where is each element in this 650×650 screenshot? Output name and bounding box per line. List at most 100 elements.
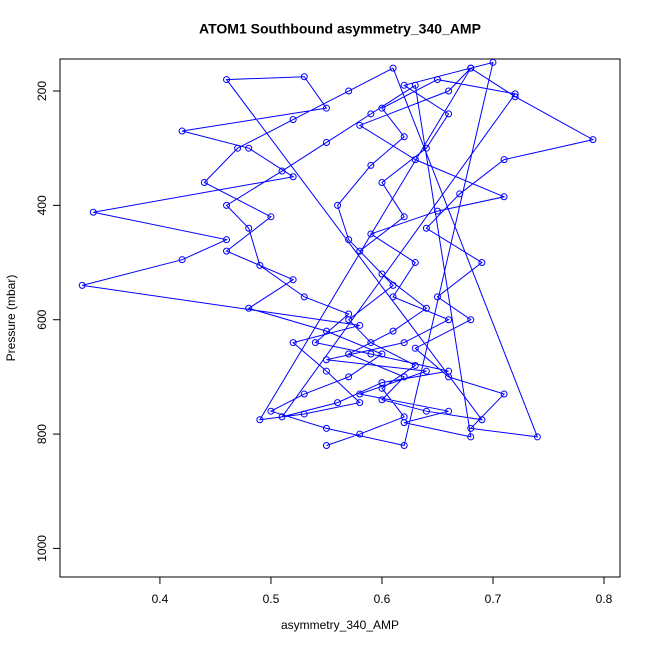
data-point <box>223 236 231 244</box>
data-point <box>378 270 386 278</box>
y-tick-label: 1000 <box>35 535 49 562</box>
x-tick-label: 0.8 <box>596 592 613 606</box>
data-point <box>256 261 264 269</box>
data-point <box>345 310 353 318</box>
data-point <box>378 350 386 358</box>
data-point <box>411 259 419 267</box>
data-point <box>500 193 508 201</box>
data-point <box>300 73 308 81</box>
data-point <box>445 316 453 324</box>
data-point <box>445 110 453 118</box>
data-point <box>422 224 430 232</box>
data-point <box>78 281 86 289</box>
data-point <box>356 390 364 398</box>
data-point <box>367 110 375 118</box>
data-point <box>478 259 486 267</box>
data-point <box>322 424 330 432</box>
data-point <box>322 138 330 146</box>
data-point <box>289 173 297 181</box>
data-point <box>322 356 330 364</box>
data-point <box>411 156 419 164</box>
data-point <box>378 104 386 112</box>
y-tick-label: 600 <box>35 309 49 329</box>
y-tick-label: 800 <box>35 424 49 444</box>
data-point <box>200 178 208 186</box>
data-point <box>178 127 186 135</box>
data-point <box>89 208 97 216</box>
data-point <box>378 396 386 404</box>
data-point <box>467 316 475 324</box>
data-point <box>589 136 597 144</box>
data-point <box>322 327 330 335</box>
x-tick-label: 0.5 <box>263 592 280 606</box>
data-point <box>322 441 330 449</box>
data-point <box>489 58 497 66</box>
data-point <box>533 433 541 441</box>
data-point <box>245 144 253 152</box>
data-point <box>400 339 408 347</box>
data-point <box>478 416 486 424</box>
data-point <box>356 430 364 438</box>
data-point <box>400 213 408 221</box>
y-tick-label: 200 <box>35 81 49 101</box>
data-point <box>367 230 375 238</box>
data-point <box>267 213 275 221</box>
data-point <box>345 87 353 95</box>
data-point <box>278 413 286 421</box>
data-point <box>223 247 231 255</box>
data-point <box>389 64 397 72</box>
data-point <box>445 407 453 415</box>
x-tick-label: 0.4 <box>152 592 169 606</box>
data-point <box>245 304 253 312</box>
data-point <box>334 201 342 209</box>
data-point <box>300 293 308 301</box>
data-point <box>178 256 186 264</box>
data-point <box>289 339 297 347</box>
data-point <box>400 373 408 381</box>
chart-title: ATOM1 Southbound asymmetry_340_AMP <box>199 21 481 37</box>
data-point <box>467 433 475 441</box>
data-point <box>367 161 375 169</box>
data-point <box>511 90 519 98</box>
data-point <box>389 281 397 289</box>
data-point <box>345 350 353 358</box>
data-point <box>356 321 364 329</box>
data-point <box>267 407 275 415</box>
data-point <box>289 276 297 284</box>
data-point <box>356 247 364 255</box>
plot-frame <box>59 58 621 578</box>
data-point <box>422 144 430 152</box>
data-point <box>367 350 375 358</box>
data-point <box>378 379 386 387</box>
data-point <box>400 81 408 89</box>
data-point <box>345 373 353 381</box>
data-point <box>467 64 475 72</box>
data-point <box>400 441 408 449</box>
data-point <box>300 410 308 418</box>
data-line <box>82 61 595 447</box>
data-point <box>389 327 397 335</box>
data-point <box>300 390 308 398</box>
data-point <box>378 178 386 186</box>
data-point <box>500 390 508 398</box>
data-point <box>433 293 441 301</box>
data-point <box>356 399 364 407</box>
data-point <box>400 133 408 141</box>
data-point <box>389 293 397 301</box>
data-point <box>278 167 286 175</box>
data-point <box>322 104 330 112</box>
data-point <box>456 190 464 198</box>
data-point <box>356 121 364 129</box>
data-point <box>445 367 453 375</box>
data-point <box>411 344 419 352</box>
x-axis-label: asymmetry_340_AMP <box>281 618 399 632</box>
data-point <box>289 116 297 124</box>
data-point <box>467 424 475 432</box>
data-point <box>422 407 430 415</box>
data-point <box>422 367 430 375</box>
data-point <box>511 93 519 101</box>
data-point <box>256 416 264 424</box>
x-tick-label: 0.6 <box>374 592 391 606</box>
